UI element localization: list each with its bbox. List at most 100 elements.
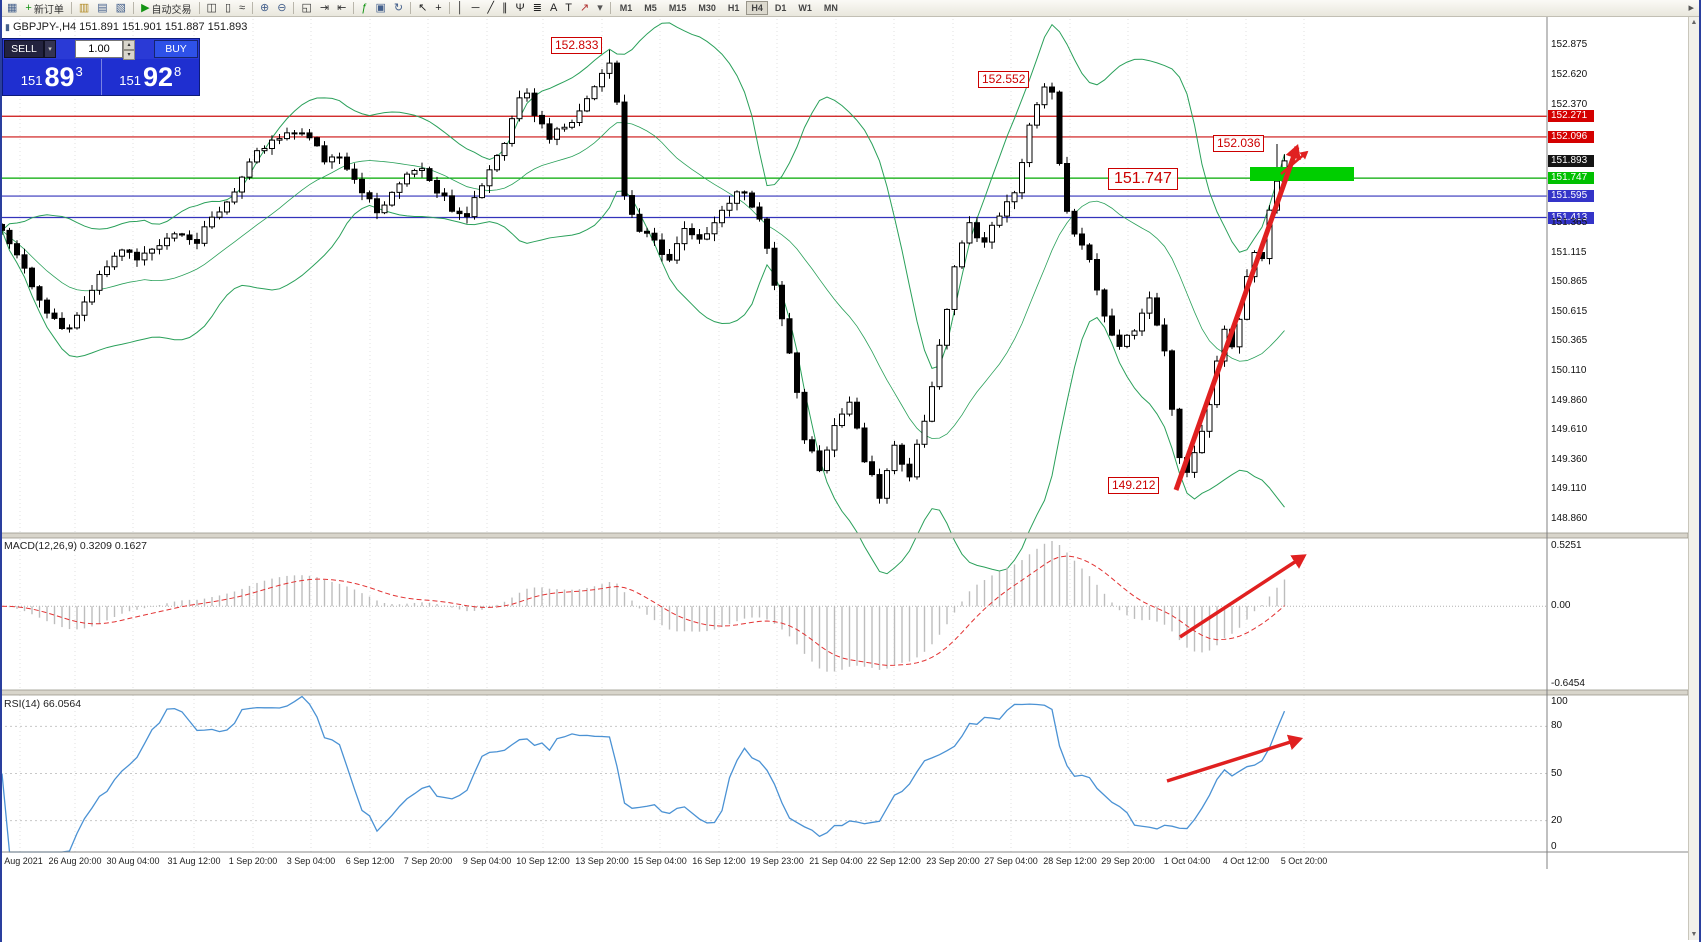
autotrading-button-label: 自动交易 [151, 4, 192, 16]
timeframe-m30[interactable]: M30 [698, 3, 716, 13]
sell-button[interactable]: SELL [4, 40, 44, 58]
symbol-ohlc-text: GBPJPY-,H4 151.891 151.901 151.887 151.8… [12, 21, 248, 33]
candlestick-chart-icon: ▯ [224, 1, 231, 14]
arrows-tool-icon[interactable]: ↗ [576, 1, 593, 16]
tile-windows-icon[interactable]: ◱ [297, 1, 315, 16]
text-label-icon: T [565, 1, 573, 14]
autotrading-button: ▶ [141, 1, 150, 14]
toolbar-separator [609, 2, 611, 14]
alerts-icon: ▥ [78, 1, 90, 14]
crosshair-icon[interactable]: + [431, 1, 445, 16]
indicators-icon[interactable]: ƒ [357, 1, 371, 16]
bar-chart-icon[interactable]: ◫ [203, 1, 221, 16]
trade-panel-spacer [56, 40, 75, 58]
chart-symbol-ohlc: ▮ GBPJPY-,H4 151.891 151.901 151.887 151.… [5, 21, 247, 33]
new-order-button: + [25, 1, 32, 14]
charts-grid-icon[interactable]: ▦ [3, 1, 21, 16]
zoom-in-icon[interactable]: ⊕ [256, 1, 273, 16]
navigator-icon: ▧ [115, 1, 127, 14]
toolbar-separator [70, 2, 72, 14]
cursor-icon: ↖ [418, 1, 428, 14]
arrows-tool-icon: ↗ [580, 1, 590, 14]
data-window-icon: ▤ [97, 1, 108, 14]
candlestick-chart-icon[interactable]: ▯ [221, 1, 235, 16]
data-window-icon[interactable]: ▤ [93, 1, 111, 16]
bollinger-bands-layer [1, 22, 1285, 575]
trend-arrow [1179, 554, 1307, 639]
volume-down-icon[interactable]: ▾ [123, 50, 135, 60]
timeframe-d1[interactable]: D1 [774, 3, 787, 13]
volume-input[interactable] [75, 40, 123, 58]
text-icon: A [549, 1, 558, 14]
buy-button[interactable]: BUY [154, 40, 198, 58]
indicators-icon: ƒ [361, 1, 368, 14]
trade-panel-spacer [135, 40, 154, 58]
candles-layer [0, 49, 1288, 504]
trade-panel-controls: SELL ▾ ▴ ▾ BUY [3, 39, 199, 60]
toolbar-separator [410, 2, 412, 14]
trend-arrow [1173, 143, 1301, 491]
sell-price[interactable]: 151 89 3 [3, 59, 101, 95]
zoom-in-icon: ⊕ [260, 1, 270, 14]
text-label-icon[interactable]: T [561, 1, 576, 16]
vertical-scrollbar[interactable]: ▲ ▼ [1688, 17, 1699, 940]
channel-icon[interactable]: ∥ [498, 1, 512, 16]
one-click-trading-panel: SELL ▾ ▴ ▾ BUY 151 89 3 151 92 8 [2, 38, 200, 96]
auto-scroll-icon[interactable]: ⇥ [316, 1, 333, 16]
grid-layer [19, 19, 1305, 852]
buy-price[interactable]: 151 92 8 [100, 59, 200, 95]
timeframe-m1[interactable]: M1 [619, 3, 633, 13]
panel-separators [0, 17, 1689, 869]
buy-price-prefix: 151 [119, 73, 141, 88]
zoom-out-icon: ⊖ [277, 1, 287, 14]
timeframe-h1[interactable]: H1 [727, 3, 740, 13]
navigator-icon[interactable]: ▧ [112, 1, 130, 16]
highlight-zone-rect [1250, 167, 1354, 181]
chart-shift-icon: ⇤ [337, 1, 347, 14]
line-chart-icon: ≈ [239, 1, 246, 14]
chart-shift-icon[interactable]: ⇤ [333, 1, 350, 16]
bar-chart-icon: ◫ [206, 1, 217, 14]
alerts-icon[interactable]: ▥ [75, 1, 93, 16]
line-chart-icon[interactable]: ≈ [235, 1, 249, 16]
zoom-out-icon[interactable]: ⊖ [273, 1, 290, 16]
sell-dropdown-icon[interactable]: ▾ [44, 40, 56, 58]
timeframe-mn[interactable]: MN [823, 3, 838, 13]
horizontal-line-icon[interactable]: ─ [468, 1, 484, 16]
sell-price-prefix: 151 [20, 73, 43, 88]
fibonacci-icon[interactable]: ≣ [529, 1, 546, 16]
trade-panel-prices: 151 89 3 151 92 8 [3, 59, 199, 95]
scroll-down-icon[interactable]: ▼ [1690, 931, 1698, 938]
timeframe-h4[interactable]: H4 [746, 1, 768, 15]
timeframe-m5[interactable]: M5 [644, 3, 657, 13]
toolbar-separator [252, 2, 254, 14]
autotrading-button[interactable]: ▶ 自动交易 [137, 1, 195, 16]
fibonacci-icon: ≣ [532, 1, 542, 14]
refresh-icon[interactable]: ↻ [390, 1, 407, 16]
arrows-dropdown-icon[interactable]: ▾ [593, 1, 607, 16]
timeframe-w1[interactable]: W1 [798, 3, 812, 13]
toolbar-separator [133, 2, 135, 14]
volume-stepper: ▴ ▾ [123, 40, 135, 60]
text-icon[interactable]: A [546, 1, 561, 16]
channel-icon: ∥ [502, 1, 508, 14]
pitchfork-icon[interactable]: Ψ [512, 1, 529, 16]
timeframe-m15[interactable]: M15 [668, 3, 687, 13]
buy-price-pip: 8 [174, 63, 182, 79]
chart-scroll-right-icon[interactable]: ▸ [1684, 1, 1698, 16]
templates-icon[interactable]: ▣ [371, 1, 389, 16]
tile-windows-icon: ◱ [301, 1, 312, 14]
new-order-button-label: 新订单 [33, 4, 64, 16]
cursor-icon[interactable]: ↖ [414, 1, 431, 16]
trendline-icon[interactable]: ╱ [483, 1, 498, 16]
vertical-line-icon: │ [456, 1, 464, 14]
volume-up-icon[interactable]: ▴ [123, 40, 135, 50]
toolbar-separator [353, 2, 355, 14]
bollinger-upper-band [1, 22, 1285, 369]
scroll-up-icon[interactable]: ▲ [1690, 19, 1698, 26]
new-order-button[interactable]: + 新订单 [21, 1, 67, 16]
symbol-chart-icon: ▮ [5, 22, 10, 32]
vertical-line-icon[interactable]: │ [453, 1, 468, 16]
templates-icon: ▣ [375, 1, 386, 14]
